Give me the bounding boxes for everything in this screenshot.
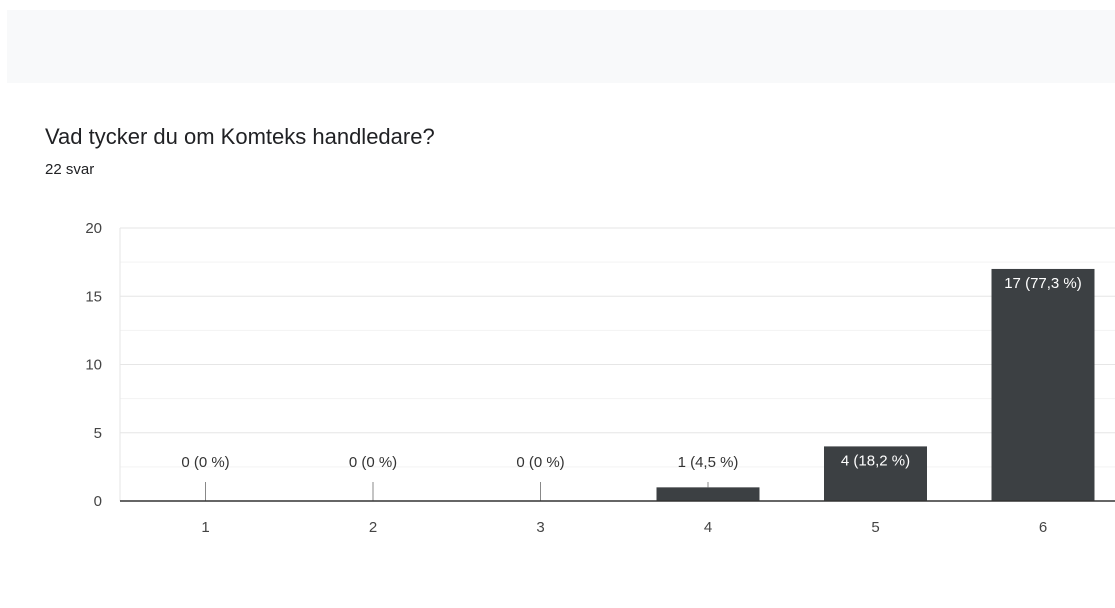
header-band (7, 10, 1115, 83)
x-tick-label: 1 (201, 519, 209, 536)
question-card (7, 83, 1115, 608)
x-tick-label: 4 (704, 519, 712, 536)
x-tick-label: 6 (1039, 519, 1047, 536)
y-tick-label: 5 (94, 425, 102, 442)
bar (991, 268, 1095, 501)
bar (824, 446, 927, 501)
data-label: 1 (4,5 %) (678, 454, 739, 471)
x-tick-label: 5 (871, 519, 879, 536)
data-label: 4 (18,2 %) (841, 452, 910, 469)
response-count: 22 svar (45, 161, 95, 178)
data-label: 0 (0 %) (516, 454, 564, 471)
bar (656, 487, 760, 501)
y-tick-label: 0 (94, 493, 102, 510)
data-label: 17 (77,3 %) (1004, 275, 1082, 292)
y-tick-label: 20 (85, 220, 102, 237)
data-label: 0 (0 %) (181, 454, 229, 471)
x-tick-label: 3 (536, 519, 544, 536)
question-title: Vad tycker du om Komteks handledare? (45, 124, 435, 149)
x-tick-label: 2 (369, 519, 377, 536)
y-tick-label: 10 (85, 357, 102, 374)
y-tick-label: 15 (85, 288, 102, 305)
data-label: 0 (0 %) (349, 454, 397, 471)
